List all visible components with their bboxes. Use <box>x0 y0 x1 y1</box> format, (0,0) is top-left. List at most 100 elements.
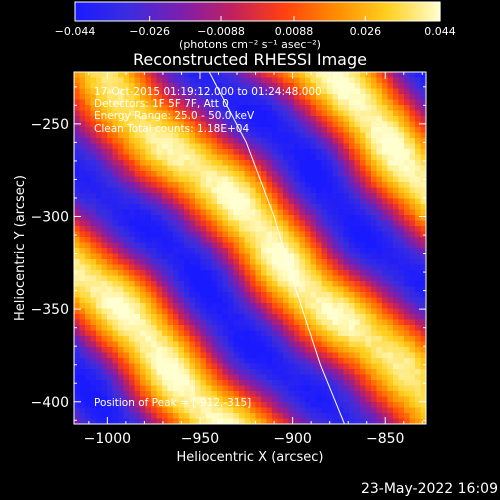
heatmap-pixel <box>244 237 251 243</box>
heatmap-pixel <box>140 259 146 265</box>
heatmap-pixel <box>151 132 157 139</box>
heatmap-pixel <box>376 297 383 304</box>
heatmap-pixel <box>140 374 146 381</box>
heatmap-pixel <box>409 358 416 364</box>
colorbar-segment <box>224 2 228 21</box>
heatmap-pixel <box>134 385 141 392</box>
heatmap-pixel <box>217 171 223 177</box>
heatmap-pixel <box>415 215 421 221</box>
heatmap-pixel <box>338 275 344 282</box>
heatmap-pixel <box>299 231 306 238</box>
heatmap-pixel <box>162 325 168 331</box>
heatmap-pixel <box>387 319 394 326</box>
heatmap-pixel <box>321 99 328 106</box>
heatmap-pixel <box>332 149 339 155</box>
heatmap-pixel <box>85 319 91 326</box>
footer-date: 23-May-2022 16:09 <box>360 481 498 497</box>
heatmap-pixel <box>140 352 146 359</box>
heatmap-pixel <box>85 149 91 155</box>
heatmap-pixel <box>310 160 317 166</box>
heatmap-pixel <box>277 325 284 331</box>
heatmap-pixel <box>145 116 152 122</box>
heatmap-pixel <box>283 83 289 89</box>
heatmap-pixel <box>151 259 157 265</box>
heatmap-pixel <box>211 281 218 287</box>
heatmap-pixel <box>167 336 174 342</box>
heatmap-pixel <box>140 209 146 216</box>
heatmap-pixel <box>343 154 350 161</box>
heatmap-pixel <box>305 369 311 375</box>
heatmap-pixel <box>332 132 339 139</box>
heatmap-pixel <box>74 198 80 205</box>
heatmap-pixel <box>140 132 146 139</box>
heatmap-pixel <box>173 121 179 128</box>
heatmap-pixel <box>200 396 207 403</box>
heatmap-pixel <box>184 72 190 78</box>
heatmap-pixel <box>156 325 163 331</box>
heatmap-pixel <box>96 187 102 194</box>
heatmap-pixel <box>305 253 311 260</box>
heatmap-pixel <box>129 215 135 221</box>
heatmap-pixel <box>90 259 97 265</box>
heatmap-pixel <box>365 176 372 183</box>
heatmap-pixel <box>217 303 223 309</box>
heatmap-pixel <box>299 105 306 111</box>
heatmap-pixel <box>101 209 108 216</box>
heatmap-pixel <box>85 396 91 403</box>
heatmap-pixel <box>415 176 421 183</box>
heatmap-pixel <box>255 314 262 320</box>
colorbar-segment <box>239 2 243 21</box>
heatmap-pixel <box>244 154 251 161</box>
heatmap-pixel <box>305 215 311 221</box>
heatmap-pixel <box>206 143 212 150</box>
heatmap-pixel <box>74 303 80 309</box>
heatmap-pixel <box>294 358 300 364</box>
heatmap-pixel <box>404 336 410 342</box>
heatmap-pixel <box>310 413 317 419</box>
heatmap-pixel <box>129 407 135 414</box>
heatmap-pixel <box>233 402 240 408</box>
heatmap-pixel <box>123 380 130 386</box>
heatmap-pixel <box>343 105 350 111</box>
heatmap-pixel <box>349 116 355 122</box>
heatmap-pixel <box>233 308 240 315</box>
heatmap-pixel <box>409 292 416 298</box>
heatmap-pixel <box>332 303 339 309</box>
heatmap-pixel <box>343 314 350 320</box>
heatmap-pixel <box>349 380 355 386</box>
heatmap-pixel <box>112 99 119 106</box>
heatmap-pixel <box>134 110 141 117</box>
colorbar-segment <box>403 2 408 21</box>
heatmap-pixel <box>332 253 339 260</box>
heatmap-pixel <box>85 204 91 210</box>
heatmap-pixel <box>288 259 295 265</box>
heatmap-pixel <box>354 292 361 298</box>
heatmap-pixel <box>371 226 377 232</box>
heatmap-pixel <box>140 314 146 320</box>
heatmap-pixel <box>206 286 212 293</box>
heatmap-pixel <box>239 127 245 133</box>
heatmap-pixel <box>277 319 284 326</box>
heatmap-pixel <box>360 143 366 150</box>
heatmap-pixel <box>316 248 322 254</box>
heatmap-pixel <box>360 413 366 419</box>
heatmap-pixel <box>195 88 201 95</box>
colorbar-segment <box>315 2 319 21</box>
heatmap-pixel <box>398 248 405 254</box>
heatmap-pixel <box>343 275 350 282</box>
heatmap-pixel <box>200 193 207 199</box>
heatmap-pixel <box>283 110 289 117</box>
heatmap-pixel <box>200 209 207 216</box>
heatmap-pixel <box>255 281 262 287</box>
heatmap-pixel <box>255 187 262 194</box>
heatmap-pixel <box>365 215 372 221</box>
heatmap-pixel <box>409 385 416 392</box>
heatmap-pixel <box>398 402 405 408</box>
heatmap-pixel <box>211 215 218 221</box>
heatmap-pixel <box>145 231 152 238</box>
heatmap-pixel <box>354 374 361 381</box>
heatmap-pixel <box>343 88 350 95</box>
heatmap-pixel <box>101 226 108 232</box>
heatmap-pixel <box>107 138 113 144</box>
heatmap-pixel <box>90 358 97 364</box>
